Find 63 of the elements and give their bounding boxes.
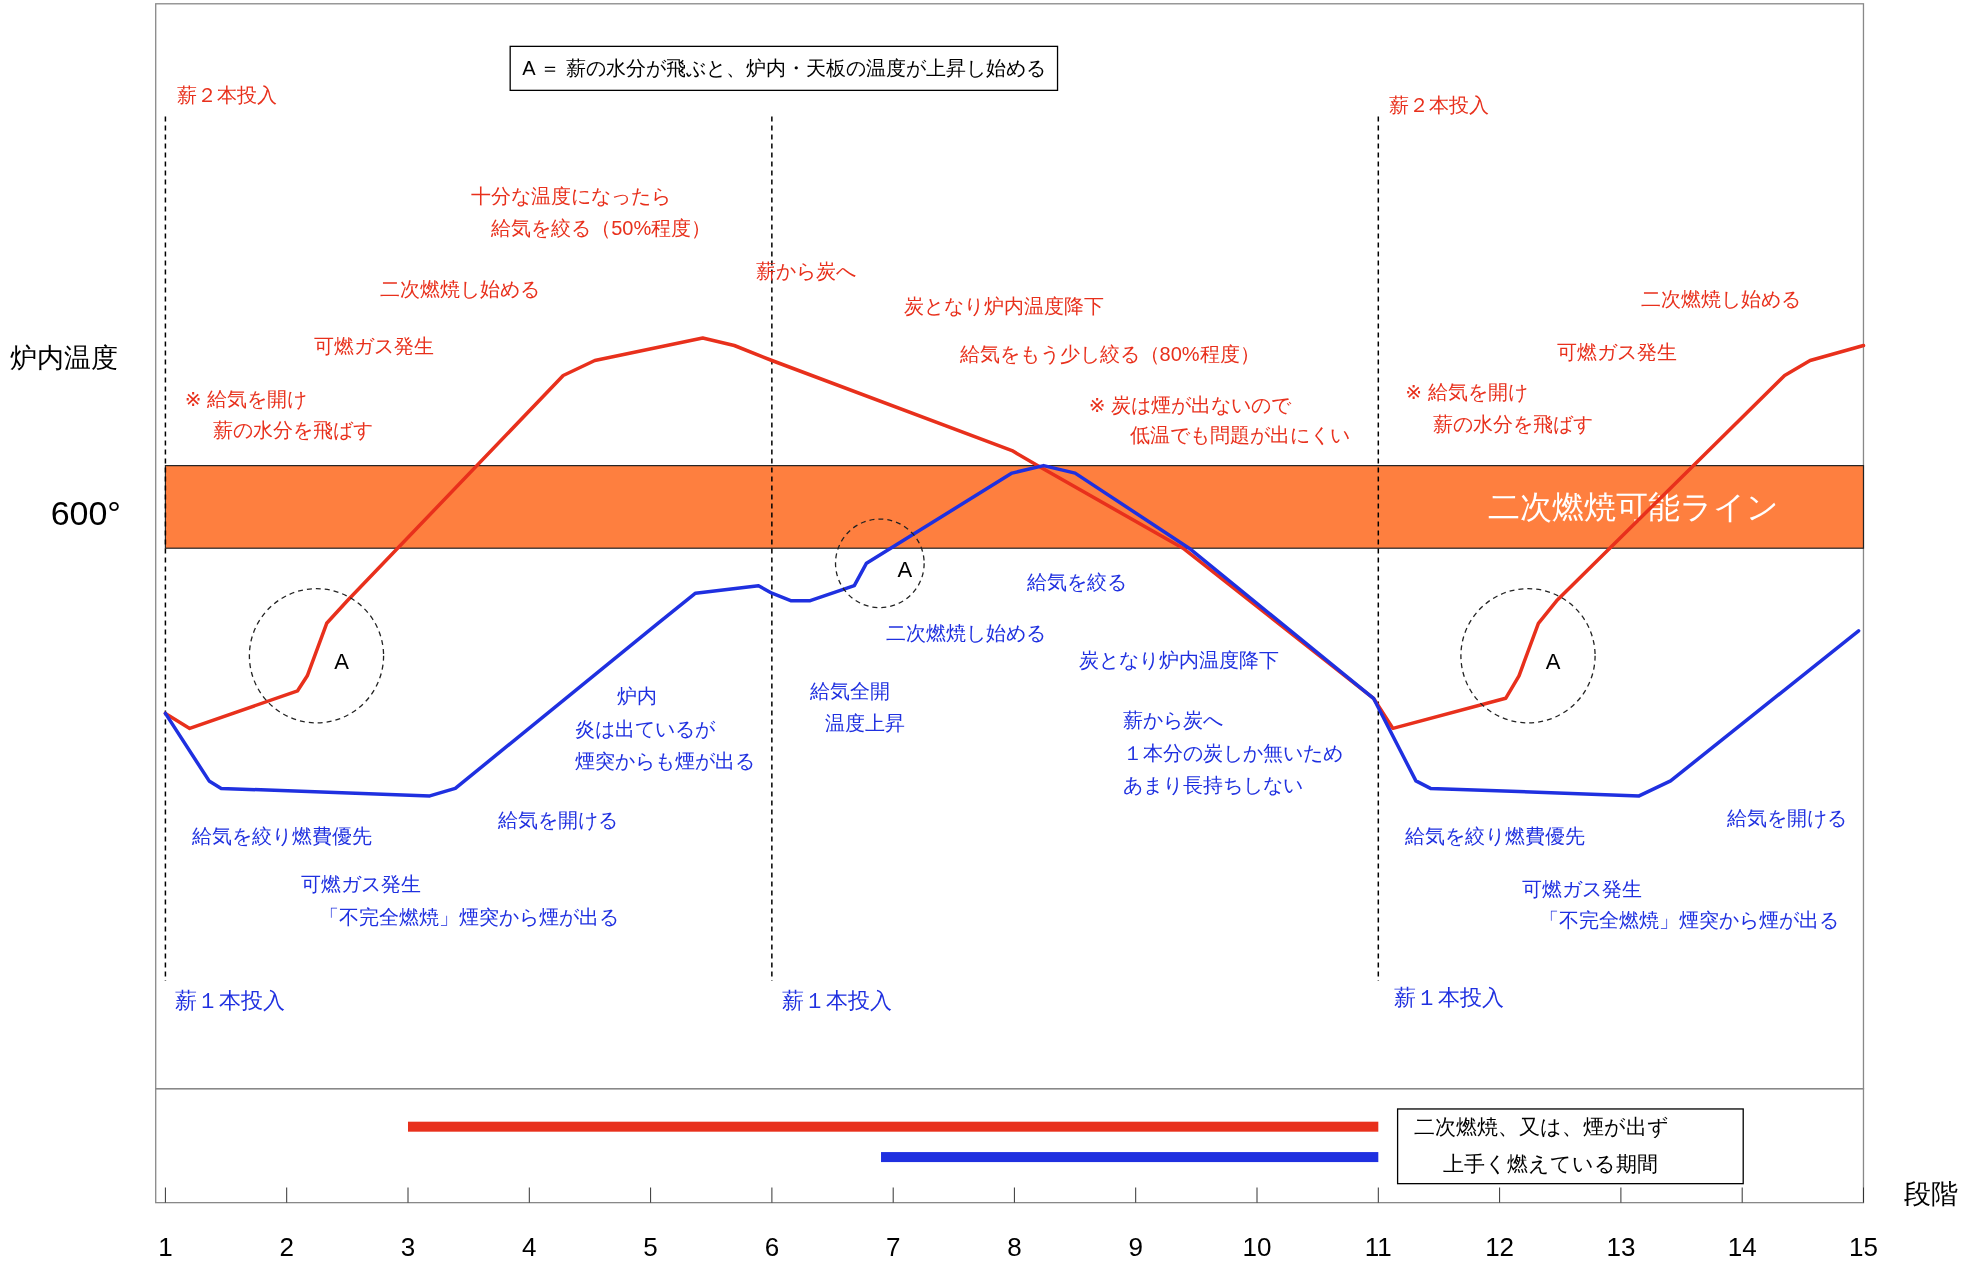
annotation: 二次燃焼、又は、煙が出ず	[1414, 1115, 1670, 1140]
annotation: 「不完全燃焼」煙突から煙が出る	[1539, 909, 1840, 932]
y-axis-title: 炉内温度	[10, 343, 119, 374]
x-tick-label: 14	[1727, 1231, 1757, 1262]
ref-line-label: 薪１本投入	[174, 987, 285, 1013]
annotation: ※ 給気を開け	[1405, 381, 1528, 404]
x-tick-label: 6	[764, 1231, 780, 1262]
annotation: 薪の水分を飛ばす	[212, 419, 373, 442]
annotation: ※ 炭は煙が出ないので	[1088, 394, 1293, 417]
annotation: ※ 給気を開け	[184, 387, 308, 410]
text: 炭となり炉内温度降下	[903, 295, 1104, 318]
ref-line-label: 薪１本投入	[1393, 985, 1504, 1011]
annotation: A	[334, 649, 350, 675]
ref-line-label: 薪１本投入	[782, 987, 893, 1013]
annotation: 給気を絞る	[1025, 571, 1127, 594]
annotation: 可燃ガス発生	[1557, 340, 1678, 363]
annotation: 可燃ガス発生	[301, 872, 422, 895]
x-tick-label: 7	[885, 1231, 901, 1262]
annotation: 低温でも問題が出にくい	[1130, 424, 1351, 447]
annotation: 上手く燃えている期間	[1443, 1151, 1659, 1175]
x-tick-label: 9	[1128, 1231, 1143, 1262]
x-tick-label: 11	[1364, 1231, 1392, 1262]
x-tick-label: 15	[1849, 1231, 1878, 1262]
x-tick-label: 8	[1007, 1231, 1022, 1262]
text: 給気を絞る（50%程度）	[490, 216, 712, 239]
text: 二次燃焼し始める	[1640, 287, 1801, 310]
annotation: 温度上昇	[825, 711, 906, 734]
x-tick-label: 5	[643, 1231, 658, 1262]
annotation: A	[897, 556, 913, 582]
x-tick-label: 2	[279, 1231, 294, 1262]
annotation: 可燃ガス発生	[1521, 877, 1642, 900]
annotation: 炉内	[616, 685, 657, 708]
annotation: 二次燃焼し始める	[886, 621, 1047, 644]
x-tick-label: 3	[400, 1231, 416, 1262]
text: A ＝ 薪の水分が飛ぶと、炉内・天板の温度が上昇し始める	[522, 57, 1046, 80]
annotation: 給気を開ける	[496, 809, 618, 832]
annotation: 給気をもう少し絞る（80%程度）	[958, 343, 1260, 366]
annotation: 薪の水分を飛ばす	[1433, 413, 1594, 436]
annotation: 給気を絞り燃費優先	[1404, 824, 1586, 847]
annotation: 給気全開	[809, 680, 891, 703]
text: 十分な温度になったら	[470, 185, 671, 208]
annotation: 薪から炭へ	[1122, 709, 1223, 732]
x-tick-label: 10	[1242, 1231, 1272, 1262]
text: 600°	[50, 493, 121, 532]
annotation: あまり長持ちしない	[1122, 773, 1303, 796]
annotation: 炭となり炉内温度降下	[1078, 648, 1279, 671]
annotation: 煙突からも煙が出る	[574, 749, 755, 772]
annotation: 「不完全燃焼」煙突から煙が出る	[319, 905, 620, 928]
text: 薪から炭へ	[755, 259, 856, 282]
x-tick-label: 1	[158, 1231, 173, 1262]
annotation: 可燃ガス発生	[313, 334, 434, 357]
annotation: １本分の炭しか無いため	[1122, 742, 1343, 765]
x-tick-label: 12	[1485, 1231, 1515, 1262]
annotation: 給気を開ける	[1725, 806, 1847, 829]
x-axis-title: 段階	[1903, 1178, 1958, 1209]
x-tick-label: 13	[1606, 1231, 1636, 1262]
annotation: 炎は出ているが	[574, 718, 716, 741]
text: 二次燃焼し始める	[379, 277, 540, 300]
text: 薪２本投入	[1388, 94, 1489, 117]
annotation: 給気を絞り燃費優先	[191, 824, 373, 847]
x-tick-label: 4	[522, 1231, 537, 1262]
annotation: A	[1545, 649, 1561, 675]
text: 薪２本投入	[177, 83, 278, 106]
